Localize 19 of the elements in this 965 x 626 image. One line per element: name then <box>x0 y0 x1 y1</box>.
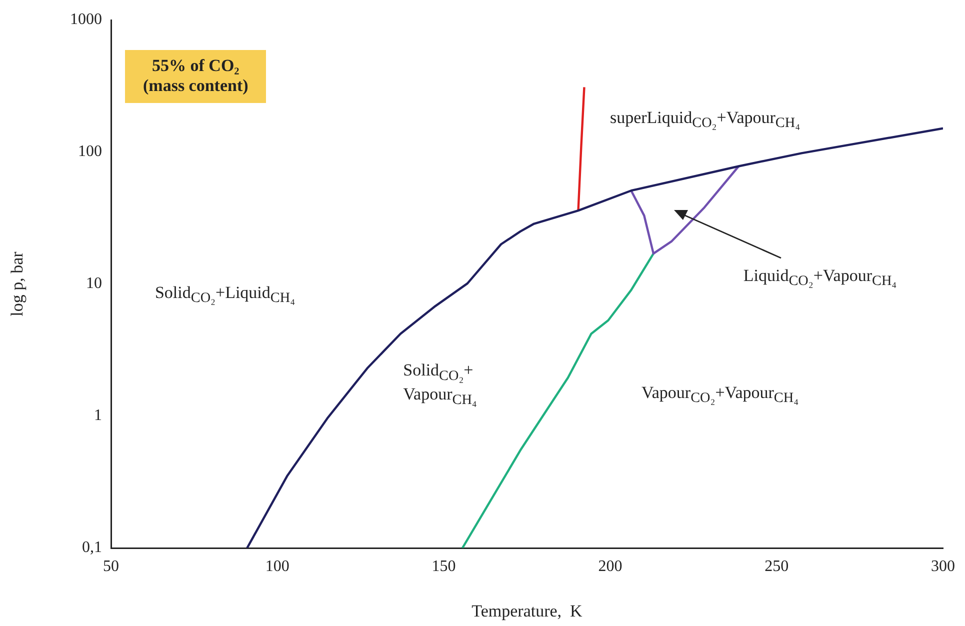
y-tick-label: 1 <box>94 407 102 424</box>
annotation: Solid$_{CO₂}$+ Vapour$_{CH₄}$ <box>403 360 477 410</box>
x-tick-label: 200 <box>598 558 622 575</box>
x-tick-label: 250 <box>764 558 789 575</box>
annotation: Vapour$_{CO₂}$+Vapour$_{CH₄}$ <box>641 382 799 408</box>
annotation: Solid$_{CO₂}$+Liquid$_{CH₄}$ <box>154 282 296 308</box>
x-tick-label: 150 <box>432 558 456 575</box>
y-tick-label: 10 <box>86 275 102 292</box>
y-tick-label: 100 <box>78 143 102 160</box>
annotation: superLiquid$_{CO₂}$+Vapour$_{CH₄}$ <box>610 108 800 132</box>
x-tick-label: 50 <box>103 558 119 575</box>
x-axis-title: Temperature, K <box>472 601 584 620</box>
annotation: Liquid$_{CO₂}$+Vapour$_{CH₄}$ <box>743 266 897 290</box>
x-tick-label: 300 <box>931 558 955 575</box>
y-tick-label: 1000 <box>70 11 102 28</box>
y-axis-title: log p, bar <box>8 251 27 316</box>
x-tick-label: 100 <box>265 558 290 575</box>
y-tick-label: 0,1 <box>82 539 102 556</box>
annotation: 55% of CO₂ (mass content) <box>125 50 266 103</box>
